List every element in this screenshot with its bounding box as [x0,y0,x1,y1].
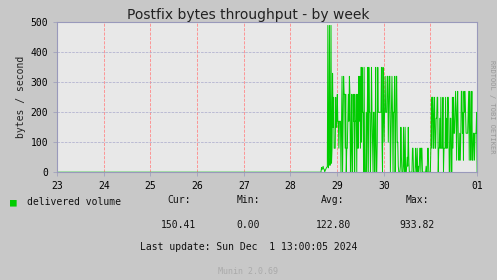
Text: Munin 2.0.69: Munin 2.0.69 [219,267,278,276]
Text: 0.00: 0.00 [237,220,260,230]
Text: Avg:: Avg: [321,195,345,205]
Text: Cur:: Cur: [167,195,191,205]
Text: ■: ■ [10,197,17,207]
Text: 122.80: 122.80 [316,220,350,230]
Text: Max:: Max: [406,195,429,205]
Text: Postfix bytes throughput - by week: Postfix bytes throughput - by week [127,8,370,22]
Text: Last update: Sun Dec  1 13:00:05 2024: Last update: Sun Dec 1 13:00:05 2024 [140,242,357,252]
Text: RRDTOOL / TOBI OETIKER: RRDTOOL / TOBI OETIKER [489,60,495,153]
Y-axis label: bytes / second: bytes / second [16,56,26,138]
Text: 150.41: 150.41 [162,220,196,230]
Text: Min:: Min: [237,195,260,205]
Text: 933.82: 933.82 [400,220,435,230]
Text: delivered volume: delivered volume [27,197,121,207]
